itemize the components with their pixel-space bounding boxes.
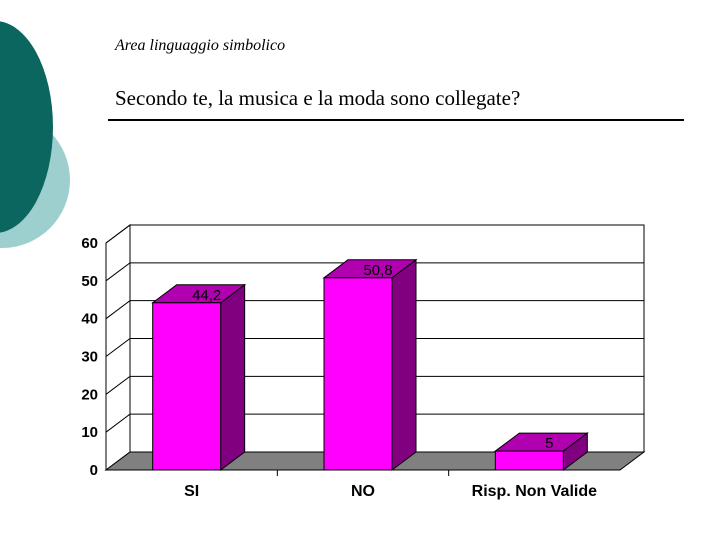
decorative-circles bbox=[0, 21, 70, 248]
data-label: 5 bbox=[545, 435, 553, 452]
gridline bbox=[105, 224, 644, 244]
y-tick-label: 40 bbox=[81, 311, 98, 328]
y-tick-label: 10 bbox=[81, 424, 98, 441]
gridline bbox=[105, 338, 644, 357]
bar bbox=[323, 277, 393, 471]
y-tick-label: 30 bbox=[81, 349, 98, 366]
y-tick-label: 0 bbox=[90, 462, 98, 479]
y-tick-label: 50 bbox=[81, 273, 98, 290]
data-label: 50,8 bbox=[363, 262, 392, 279]
chart-bars bbox=[151, 258, 589, 471]
x-tick-label: SI bbox=[184, 483, 199, 500]
bar bbox=[152, 302, 222, 471]
y-tick-label: 20 bbox=[81, 386, 98, 403]
x-tick-label: NO bbox=[351, 483, 375, 500]
slide-subtitle: Area linguaggio simbolico bbox=[115, 37, 286, 54]
x-tick-label: Risp. Non Valide bbox=[472, 483, 597, 500]
gridline bbox=[105, 262, 644, 282]
bar-side bbox=[220, 283, 246, 471]
gridline bbox=[105, 300, 644, 320]
dark-teal-circle bbox=[0, 21, 53, 233]
gridline bbox=[105, 413, 644, 433]
slide-title: Secondo te, la musica e la moda sono col… bbox=[115, 86, 521, 110]
bar-side bbox=[391, 258, 417, 471]
bar bbox=[494, 450, 564, 471]
gridline bbox=[105, 375, 644, 395]
data-label: 44,2 bbox=[192, 287, 221, 304]
title-divider bbox=[108, 119, 684, 121]
y-tick-label: 60 bbox=[81, 235, 98, 252]
chart-labels: 0 10 20 30 40 50 60 44,2 SI 50,8 NO 5 Risp. Non Vali… bbox=[81, 235, 597, 500]
